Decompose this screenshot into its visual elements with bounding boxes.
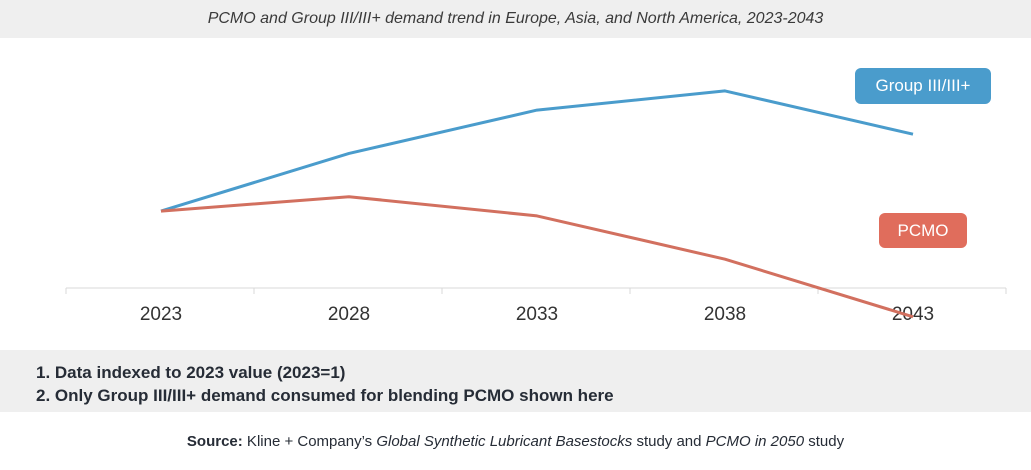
source-study-1: Global Synthetic Lubricant Basestocks: [376, 432, 633, 450]
source-post: study: [804, 432, 845, 450]
line-chart: 2023 2028 2033 2038 2043: [65, 89, 1007, 325]
legend-pcmo-label: PCMO: [897, 220, 949, 240]
chart-title: PCMO and Group III/III+ demand trend in …: [207, 10, 824, 27]
series-line-group3: [160, 89, 914, 213]
legend-group3-label: Group III/III+: [875, 76, 971, 95]
note-2: 2. Only Group III/III+ demand consumed f…: [36, 386, 614, 405]
notes-panel: 1. Data indexed to 2023 value (2023=1) 2…: [0, 350, 1031, 412]
series-lines: [160, 89, 914, 319]
chart-area: 2023 2028 2033 2038 2043 Group III/III+ PCMO: [0, 38, 1031, 350]
source-pre: Kline + Company’s: [242, 432, 377, 450]
x-tick-label: 2043: [892, 304, 934, 325]
source-mid: study and: [632, 432, 706, 450]
x-axis-tick-labels: 2023 2028 2033 2038 2043: [140, 304, 934, 325]
chart-title-bar: PCMO and Group III/III+ demand trend in …: [0, 0, 1031, 38]
x-tick-label: 2028: [328, 304, 370, 325]
x-tick-label: 2038: [704, 304, 746, 325]
source-label: Source:: [186, 432, 243, 450]
x-tick-label: 2033: [516, 304, 558, 325]
source-study-2: PCMO in 2050: [705, 432, 805, 450]
legend-group3-badge: Group III/III+: [855, 68, 991, 104]
legend-pcmo-badge: PCMO: [879, 213, 967, 248]
source-line: Source: Kline + Company’s Global Synthet…: [0, 412, 1031, 470]
x-tick-label: 2023: [140, 304, 182, 325]
x-axis-ticks: [65, 288, 1007, 294]
series-line-pcmo: [160, 195, 914, 319]
note-1: 1. Data indexed to 2023 value (2023=1): [36, 363, 346, 382]
